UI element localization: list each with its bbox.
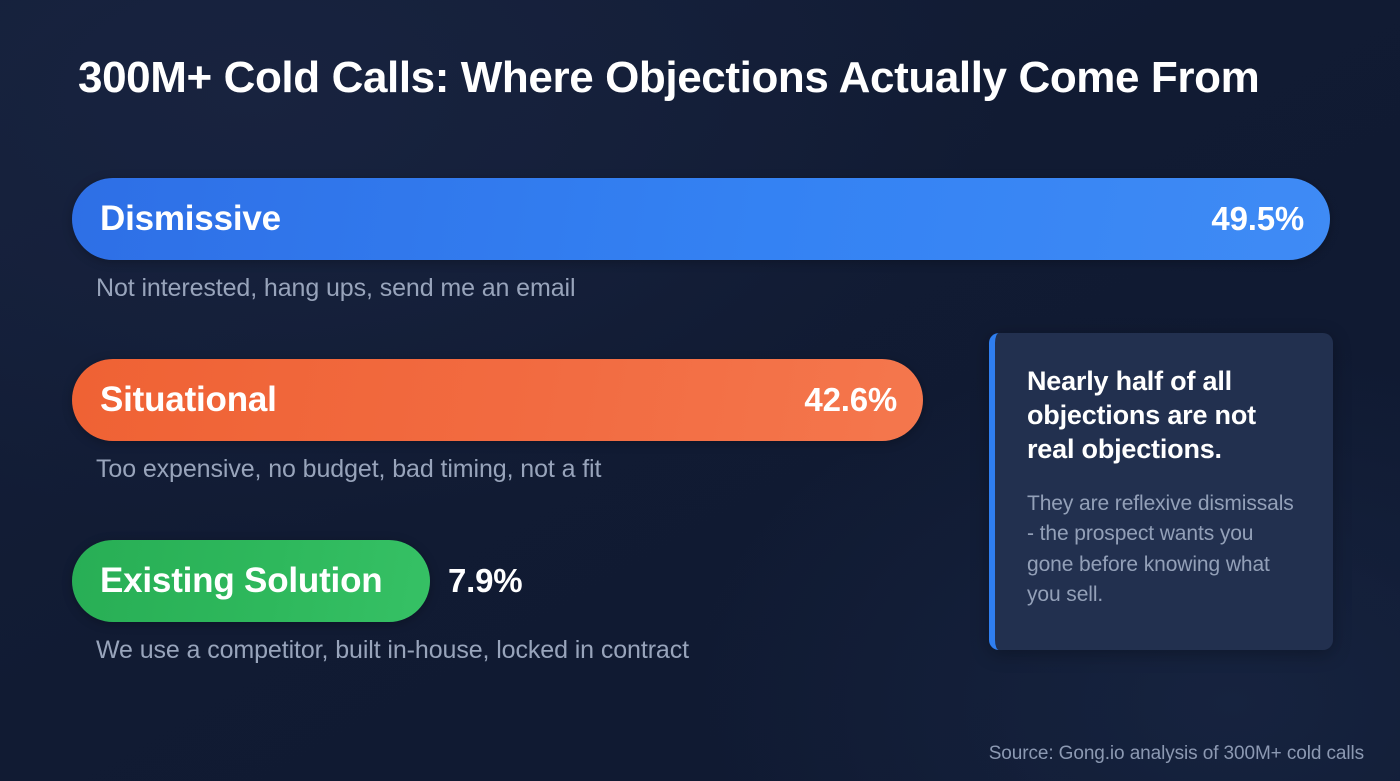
bar-existing-solution: Existing Solution <box>72 540 430 622</box>
bar-situational: Situational 42.6% <box>72 359 923 441</box>
page-title: 300M+ Cold Calls: Where Objections Actua… <box>78 53 1260 102</box>
bar-dismissive: Dismissive 49.5% <box>72 178 1330 260</box>
bar-row: Dismissive 49.5% <box>72 178 1332 260</box>
bar-caption-situational: Too expensive, no budget, bad timing, no… <box>96 455 602 483</box>
bar-group-dismissive: Dismissive 49.5% Not interested, hang up… <box>72 178 1332 303</box>
callout-body: They are reflexive dismissals - the pros… <box>1027 492 1294 607</box>
bar-value-situational: 42.6% <box>804 381 897 418</box>
bar-label-situational: Situational <box>100 380 277 419</box>
bar-row: Existing Solution 7.9% <box>72 540 1332 622</box>
bar-group-existing-solution: Existing Solution 7.9% We use a competit… <box>72 540 1332 665</box>
bar-value-existing-solution: 7.9% <box>448 562 523 599</box>
bar-label-dismissive: Dismissive <box>100 199 281 238</box>
bar-label-existing-solution: Existing Solution <box>100 561 383 600</box>
bar-row: Situational 42.6% <box>72 359 1332 441</box>
bar-chart: Dismissive 49.5% Not interested, hang up… <box>72 178 1332 665</box>
bar-caption-existing-solution: We use a competitor, built in-house, loc… <box>96 636 689 664</box>
source-attribution: Source: Gong.io analysis of 300M+ cold c… <box>988 743 1364 764</box>
bar-value-dismissive: 49.5% <box>1211 200 1304 237</box>
callout-headline: Nearly half of all objections are not re… <box>1027 366 1256 465</box>
bar-group-situational: Situational 42.6% Too expensive, no budg… <box>72 359 1332 484</box>
insight-callout-card: Nearly half of all objections are not re… <box>989 333 1333 650</box>
bar-caption-dismissive: Not interested, hang ups, send me an ema… <box>96 274 576 302</box>
